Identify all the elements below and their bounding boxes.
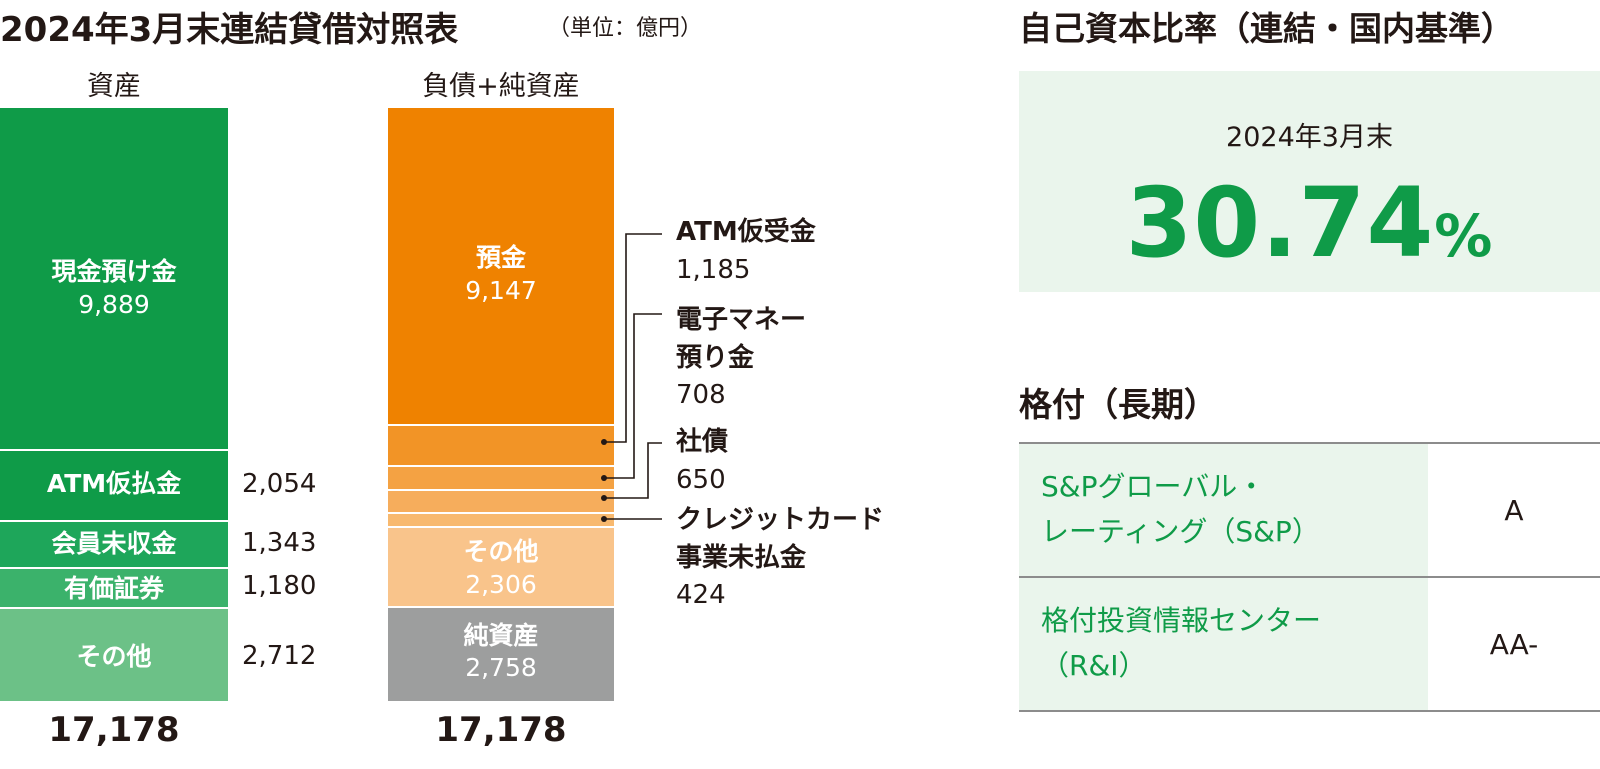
callout-card-payable: クレジットカード 事業未払金 424 [676,502,884,615]
leader-dot-card [601,516,607,522]
asset-label-other: その他 [76,642,152,672]
capital-ratio-title: 自己資本比率（連結・国内基準） [1019,9,1514,48]
ratings-table: S&Pグローバル・ レーティング（S&P） A 格付投資情報センター （R&I）… [1019,442,1600,712]
unit-label: （単位：億円） [548,16,703,41]
callout-card-name-2: 事業未払金 [676,542,807,573]
asset-value-cash: 9,889 [78,289,150,319]
assets-column-header: 資産 [87,71,141,102]
leader-dot-atm [601,439,607,445]
callout-atm-value: 1,185 [676,254,751,285]
capital-ratio-date: 2024年3月末 [1226,122,1393,153]
liab-label-net-assets: 純資産 [463,620,539,650]
callout-atm-suspense: ATM仮受金 1,185 [676,214,816,289]
balance-sheet-title: 2024年3月末連結貸借対照表 [0,10,459,50]
asset-label-securities: 有価証券 [63,573,164,603]
asset-side-value-receivable: 1,343 [242,528,317,558]
asset-side-value-other: 2,712 [242,641,317,671]
liab-segment-net-assets: 純資産 2,758 [388,605,614,701]
rating-agency-sp: S&Pグローバル・ レーティング（S&P） [1019,442,1428,578]
rating-row-sp: S&Pグローバル・ レーティング（S&P） A [1019,442,1600,578]
liab-value-net-assets: 2,758 [465,653,537,683]
callout-card-name-1: クレジットカード [676,505,885,535]
liabilities-column-header: 負債+純資産 [422,71,580,102]
liab-value-deposits: 9,147 [465,275,537,305]
liab-label-deposits: 預金 [475,243,526,272]
liab-segment-other: その他 2,306 [388,526,614,606]
rating-agency-ri-line2: （R&I） [1041,649,1147,682]
liab-segment-deposits: 預金 9,147 [388,108,614,424]
rating-row-ri: 格付投資情報センター （R&I） AA- [1019,576,1600,712]
callout-bonds-name: 社債 [676,427,729,457]
callout-bonds-value: 650 [676,464,726,495]
callout-emoney-name-1: 電子マネー [676,305,807,335]
leader-dot-bonds [601,495,607,501]
leader-line-emoney [604,313,662,479]
liab-segment-card [388,511,614,527]
assets-total: 17,178 [48,710,180,750]
rating-agency-ri-line1: 格付投資情報センター [1041,604,1322,638]
liab-segment-emoney [388,464,614,490]
callout-atm-name: ATM仮受金 [676,217,816,247]
liab-segment-atm [388,423,614,465]
assets-stack: 現金預け金 9,889 ATM仮払金 会員未収金 有価証券 その他 [0,108,228,701]
asset-segment-receivable: 会員未収金 [0,520,228,567]
capital-ratio-value: 30.74 [1125,167,1435,279]
rating-agency-ri: 格付投資情報センター （R&I） [1019,576,1428,712]
ratings-title: 格付（長期） [1019,385,1217,424]
leader-line-bonds [604,442,662,499]
asset-segment-atm: ATM仮払金 [0,449,228,521]
capital-ratio-unit: % [1434,202,1494,270]
callout-emoney-value: 708 [676,380,726,411]
rating-grade-ri: AA- [1428,576,1600,712]
rating-agency-sp-line1: S&Pグローバル・ [1041,470,1266,504]
rating-agency-sp-line2: レーティング（S&P） [1041,515,1320,548]
capital-ratio-box: 2024年3月末 30.74% [1019,71,1600,292]
callout-emoney-name-2: 預り金 [676,342,755,373]
rating-grade-sp: A [1428,442,1600,578]
capital-ratio-value-wrap: 30.74% [1019,175,1600,271]
asset-segment-other: その他 [0,607,228,701]
liab-label-other: その他 [463,537,539,567]
asset-segment-securities: 有価証券 [0,566,228,608]
asset-side-value-securities: 1,180 [242,571,317,601]
liab-segment-bonds [388,489,614,512]
liabilities-total: 17,178 [435,710,567,750]
asset-segment-cash: 現金預け金 9,889 [0,108,228,450]
callout-card-value: 424 [676,580,726,611]
leader-line-atm [604,233,662,443]
asset-label-cash: 現金預け金 [51,257,177,286]
liab-value-other: 2,306 [465,569,537,599]
callout-emoney: 電子マネー 預り金 708 [676,302,806,415]
asset-side-value-atm: 2,054 [242,469,317,499]
liabilities-stack: 預金 9,147 その他 2,306 純資産 2,758 [388,108,614,701]
asset-label-receivable: 会員未収金 [51,529,177,559]
callout-bonds: 社債 650 [676,424,728,499]
asset-label-atm: ATM仮払金 [46,469,182,499]
leader-dot-emoney [601,475,607,481]
